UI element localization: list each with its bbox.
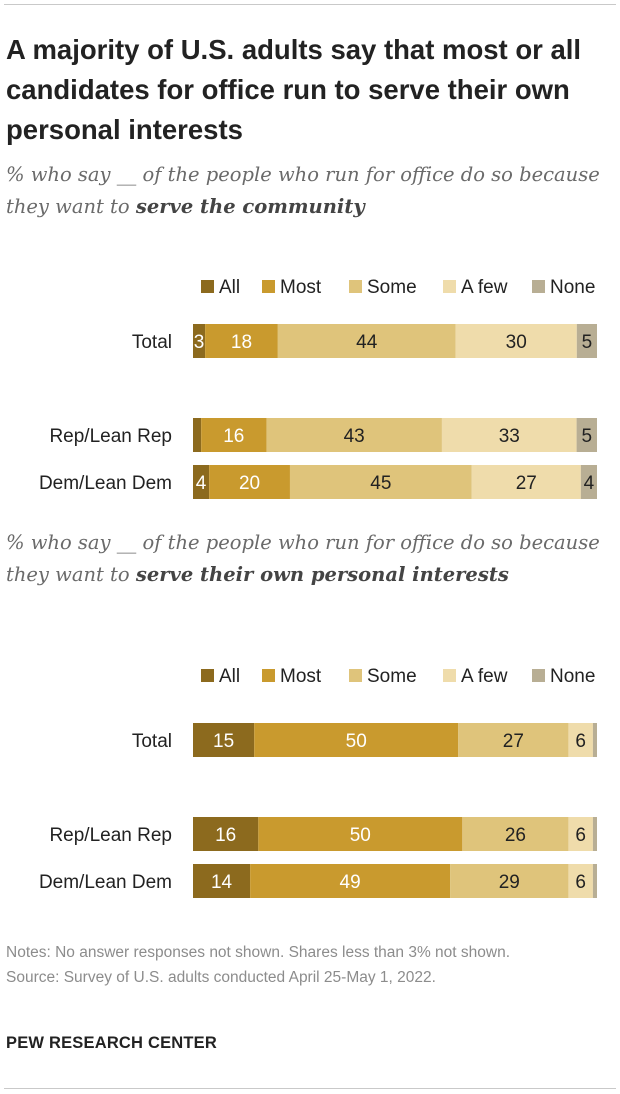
chart-2-data-label-total-all: 15: [213, 731, 234, 752]
chart-2-legend-label-none: None: [550, 666, 595, 687]
chart-1-legend-swatch-a-few: [443, 280, 456, 293]
chart-2-legend-label-most: Most: [280, 666, 322, 687]
chart-1-data-label-rep-lean-rep-some: 43: [344, 426, 365, 447]
chart-2-subtitle: % who say __ of the people who run for o…: [6, 527, 606, 591]
chart-2-category-label-dem-lean-dem: Dem/Lean Dem: [39, 872, 172, 893]
chart-2-legend-swatch-none: [532, 669, 545, 682]
chart-1-legend-swatch-all: [201, 280, 214, 293]
chart-2-legend-swatch-a-few: [443, 669, 456, 682]
chart-2-data-label-dem-lean-dem-most: 49: [340, 872, 361, 893]
chart-1-category-label-dem-lean-dem: Dem/Lean Dem: [39, 473, 172, 494]
chart-1-data-label-rep-lean-rep-a-few: 33: [499, 426, 520, 447]
chart-2-legend-swatch-some: [349, 669, 362, 682]
chart-2-legend-swatch-most: [262, 669, 275, 682]
chart-2-category-label-total: Total: [132, 731, 172, 752]
chart-1-bar-total-all: [193, 324, 206, 358]
chart-2-legend-swatch-all: [201, 669, 214, 682]
chart-1-bar-dem-lean-dem-none: [580, 465, 597, 499]
chart-2-bar-rep-lean-rep-none: [592, 817, 597, 851]
chart-2-bar-total-some: [458, 723, 569, 757]
chart-title: A majority of U.S. adults say that most …: [6, 34, 582, 145]
chart-1-bar-rep-lean-rep-most: [201, 418, 267, 452]
chart-1-legend-label-all: All: [219, 277, 240, 298]
chart-2-data-label-rep-lean-rep-all: 16: [215, 825, 236, 846]
chart-2-data-label-total-a-few: 6: [575, 731, 586, 752]
chart-2-data-label-dem-lean-dem-some: 29: [499, 872, 520, 893]
chart-2-data-label-rep-lean-rep-a-few: 6: [575, 825, 586, 846]
chart-1-bar-dem-lean-dem-some: [289, 465, 472, 499]
chart-1-category-label-rep-lean-rep: Rep/Lean Rep: [49, 426, 172, 447]
notes-text: Notes: No answer responses not shown. Sh…: [6, 944, 511, 961]
chart-1-bar-rep-lean-rep-a-few: [441, 418, 577, 452]
chart-1-bar-dem-lean-dem-most: [209, 465, 290, 499]
chart-2-bar-total-all: [193, 723, 255, 757]
chart-1-bar-total-some: [277, 324, 456, 358]
chart-1-data-label-total-some: 44: [356, 332, 378, 353]
chart-1-data-label-rep-lean-rep-most: 16: [223, 426, 244, 447]
chart-2-data-label-total-some: 27: [503, 731, 524, 752]
chart-2-category-label-rep-lean-rep: Rep/Lean Rep: [49, 825, 172, 846]
chart-2-bar-total-a-few: [568, 723, 593, 757]
chart-2-legend-label-all: All: [219, 666, 240, 687]
chart-1-legend-swatch-some: [349, 280, 362, 293]
chart-1-legend-swatch-most: [262, 280, 275, 293]
chart-2-bar-dem-lean-dem-some: [450, 864, 569, 898]
chart-2-subtitle-emphasis: serve their own personal interests: [135, 563, 509, 586]
chart-1-bar-rep-lean-rep-some: [266, 418, 442, 452]
chart-1-bar-total-none: [576, 324, 597, 358]
chart-1-data-label-dem-lean-dem-most: 20: [239, 473, 260, 494]
chart-2-legend-label-some: Some: [367, 666, 417, 687]
chart-1-legend-swatch-none: [532, 280, 545, 293]
chart-1-subtitle: % who say __ of the people who run for o…: [6, 159, 606, 223]
chart-1-data-label-dem-lean-dem-some: 45: [370, 473, 391, 494]
chart-1-bar-dem-lean-dem-all: [193, 465, 210, 499]
chart-2-bar-dem-lean-dem-none: [592, 864, 597, 898]
chart-2-bar-dem-lean-dem-most: [250, 864, 451, 898]
chart-2-subtitle-prefix: % who say __ of the people who run for o…: [6, 531, 600, 586]
chart-2-bar-dem-lean-dem-all: [193, 864, 251, 898]
chart-2-bar-rep-lean-rep-all: [193, 817, 259, 851]
chart-1-data-label-rep-lean-rep-none: 5: [582, 426, 593, 447]
chart-2-bar-total-most: [254, 723, 459, 757]
chart-1-data-label-total-all: 3: [194, 332, 205, 353]
chart-2-bar-rep-lean-rep-a-few: [568, 817, 593, 851]
chart-2-data-label-rep-lean-rep-most: 50: [350, 825, 371, 846]
chart-1-data-label-dem-lean-dem-a-few: 27: [516, 473, 537, 494]
chart-1-data-label-dem-lean-dem-all: 4: [196, 473, 207, 494]
notes-block: Notes: No answer responses not shown. Sh…: [6, 940, 606, 990]
chart-2-bar-dem-lean-dem-a-few: [568, 864, 593, 898]
chart-1-legend-label-a-few: A few: [461, 277, 508, 298]
chart-1-bar-total-a-few: [455, 324, 577, 358]
source-text: Source: Survey of U.S. adults conducted …: [6, 969, 436, 986]
chart-1-data-label-dem-lean-dem-none: 4: [584, 473, 595, 494]
top-rule: [4, 4, 616, 5]
chart-2-data-label-rep-lean-rep-some: 26: [505, 825, 526, 846]
chart-1-category-label-total: Total: [132, 332, 172, 353]
chart-2-data-label-total-most: 50: [346, 731, 367, 752]
chart-2-legend-label-a-few: A few: [461, 666, 508, 687]
chart-1-bar-dem-lean-dem-a-few: [471, 465, 581, 499]
chart-2-data-label-dem-lean-dem-all: 14: [211, 872, 233, 893]
chart-1-legend-label-most: Most: [280, 277, 322, 298]
chart-1-bar-rep-lean-rep-all: [193, 418, 202, 452]
chart-1-legend-label-none: None: [550, 277, 595, 298]
chart-1-legend-label-some: Some: [367, 277, 417, 298]
chart-1-subtitle-emphasis: serve the community: [135, 195, 365, 218]
chart-1-bar-rep-lean-rep-none: [576, 418, 597, 452]
pew-logo: PEW RESEARCH CENTER: [6, 1034, 217, 1052]
chart-1-data-label-total-a-few: 30: [506, 332, 527, 353]
chart-1-data-label-total-none: 5: [582, 332, 593, 353]
bottom-rule: [4, 1088, 616, 1089]
chart-2-data-label-dem-lean-dem-a-few: 6: [575, 872, 586, 893]
chart-1-data-label-total-most: 18: [231, 332, 252, 353]
chart-1-subtitle-prefix: % who say __ of the people who run for o…: [6, 163, 600, 218]
chart-1-bar-total-most: [205, 324, 278, 358]
chart-2-bar-rep-lean-rep-most: [258, 817, 463, 851]
chart-2-bar-rep-lean-rep-some: [462, 817, 569, 851]
chart-2-bar-total-none: [592, 723, 597, 757]
